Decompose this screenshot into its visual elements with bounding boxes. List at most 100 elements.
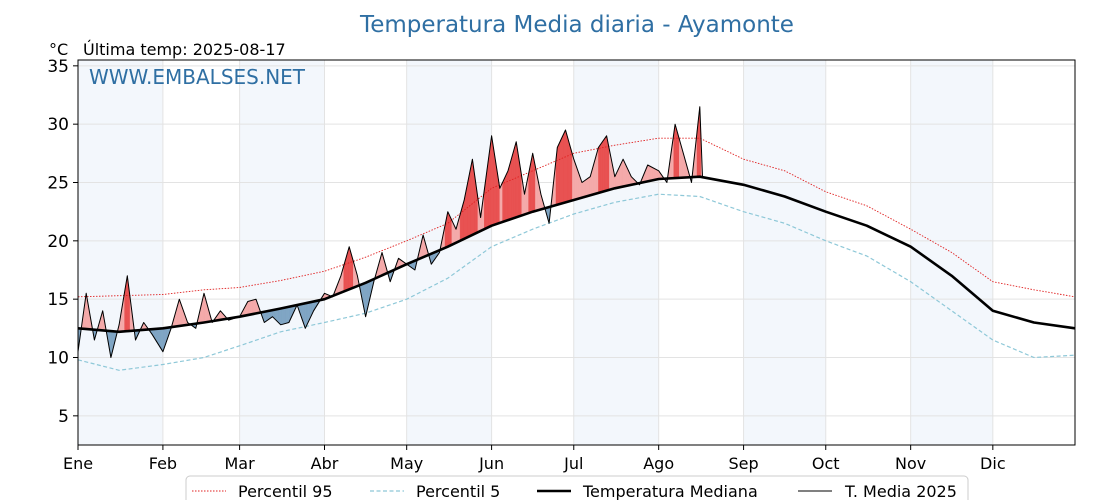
legend-p95-label: Percentil 95 — [238, 482, 333, 500]
anomaly-fill — [248, 301, 249, 315]
anomaly-fill — [582, 182, 583, 198]
anomaly-fill — [508, 166, 509, 220]
anomaly-fill — [467, 180, 468, 238]
legend-media2025-label: T. Media 2025 — [844, 482, 957, 500]
anomaly-fill — [574, 159, 575, 200]
anomaly-fill — [281, 308, 282, 325]
month-band — [78, 60, 163, 445]
anomaly-fill — [503, 180, 504, 222]
anomaly-fill — [515, 142, 516, 218]
month-band — [240, 60, 325, 445]
x-tick-label-ene: Ene — [63, 454, 93, 473]
x-tick-label-abr: Abr — [311, 454, 339, 473]
x-tick-label-may: May — [390, 454, 423, 473]
anomaly-fill — [557, 145, 558, 205]
x-tick-label-dic: Dic — [980, 454, 1006, 473]
anomaly-fill — [567, 135, 568, 202]
anomaly-fill — [568, 140, 569, 202]
anomaly-fill — [585, 180, 586, 197]
anomaly-fill — [279, 309, 280, 325]
anomaly-fill — [577, 167, 578, 199]
anomaly-fill — [161, 328, 163, 351]
anomaly-fill — [283, 308, 284, 324]
anomaly-fill — [255, 299, 256, 314]
anomaly-fill — [596, 152, 597, 193]
anomaly-fill — [531, 153, 532, 212]
anomaly-fill — [509, 161, 510, 219]
x-tick-label-ago: Ago — [643, 454, 674, 473]
anomaly-fill — [589, 177, 590, 196]
y-unit-label: °C — [49, 40, 68, 59]
anomaly-fill — [305, 303, 306, 328]
anomaly-fill — [249, 301, 250, 315]
y-tick-label: 15 — [47, 290, 69, 310]
last-temp-label: Última temp: 2025-08-17 — [83, 40, 286, 59]
anomaly-fill — [514, 147, 515, 219]
month-bands — [78, 60, 993, 445]
anomaly-fill — [511, 156, 512, 219]
x-axis: Ene Feb Mar Abr May Jun Jul Ago Sep Oct Nov Dic — [63, 445, 1006, 473]
y-tick-label: 5 — [58, 407, 69, 427]
anomaly-fill — [653, 168, 655, 180]
anomaly-fill — [675, 124, 676, 178]
anomaly-fill — [285, 307, 286, 323]
anomaly-fill — [286, 307, 287, 323]
anomaly-fill — [676, 129, 677, 178]
anomaly-fill — [624, 162, 625, 186]
anomaly-fill — [288, 307, 289, 323]
x-tick-label-sep: Sep — [729, 454, 759, 473]
anomaly-fill — [282, 308, 283, 325]
anomaly-fill — [500, 185, 501, 222]
anomaly-fill — [600, 144, 601, 193]
anomaly-fill — [620, 162, 621, 187]
watermark: WWW.EMBALSES.NET — [89, 65, 306, 89]
anomaly-fill — [650, 166, 652, 181]
anomaly-fill — [570, 145, 571, 202]
x-tick-label-feb: Feb — [149, 454, 177, 473]
legend: Percentil 95 Percentil 5 Temperatura Med… — [186, 476, 968, 500]
anomaly-fill — [451, 218, 452, 246]
anomaly-fill — [651, 167, 653, 181]
anomaly-fill — [598, 146, 599, 193]
anomaly-fill — [251, 300, 252, 314]
anomaly-fill — [277, 309, 278, 322]
anomaly-fill — [492, 136, 493, 226]
anomaly-fill — [264, 311, 265, 322]
month-band — [744, 60, 826, 445]
anomaly-fill — [349, 247, 350, 290]
anomaly-fill — [623, 159, 624, 186]
x-tick-label-jul: Jul — [563, 454, 583, 473]
x-tick-label-nov: Nov — [895, 454, 926, 473]
y-tick-label: 20 — [47, 232, 69, 252]
anomaly-fill — [505, 174, 506, 221]
anomaly-fill — [566, 130, 567, 202]
anomaly-fill — [493, 145, 494, 226]
anomaly-fill — [587, 178, 588, 196]
y-tick-label: 10 — [47, 349, 69, 369]
x-tick-label-mar: Mar — [225, 454, 256, 473]
anomaly-fill — [494, 153, 495, 224]
x-tick-label-jun: Jun — [478, 454, 504, 473]
anomaly-fill — [512, 151, 513, 218]
anomaly-fill — [622, 159, 623, 187]
anomaly-fill — [559, 142, 560, 205]
anomaly-fill — [560, 139, 561, 204]
legend-p5-label: Percentil 5 — [416, 482, 500, 500]
anomaly-fill — [601, 142, 602, 193]
x-tick-label-oct: Oct — [812, 454, 840, 473]
anomaly-fill — [604, 138, 605, 192]
anomaly-fill — [449, 215, 450, 246]
anomaly-fill — [678, 134, 679, 178]
anomaly-fill — [533, 153, 534, 211]
anomaly-fill — [648, 165, 650, 181]
chart-title: Temperatura Media diaria - Ayamonte — [359, 12, 794, 38]
anomaly-fill — [471, 159, 472, 235]
y-tick-label: 35 — [47, 57, 69, 77]
anomaly-fill — [278, 309, 279, 324]
anomaly-fill — [572, 154, 573, 200]
month-band — [574, 60, 659, 445]
anomaly-fill — [507, 171, 508, 221]
